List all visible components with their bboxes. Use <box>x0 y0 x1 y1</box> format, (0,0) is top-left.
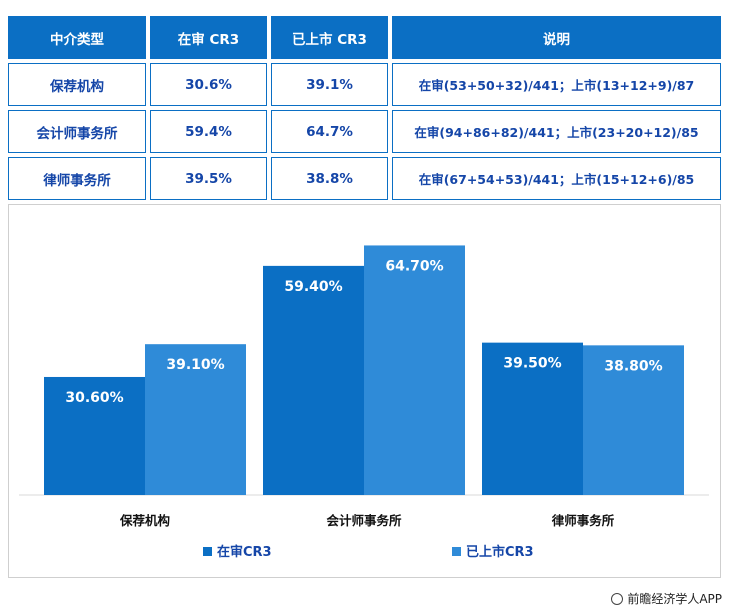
table-cell: 会计师事务所 <box>8 110 146 153</box>
table-cell: 38.8% <box>271 157 388 200</box>
bar-review-1 <box>263 265 364 495</box>
bar-chart: 30.60% 39.10% 保荐机构 59.40% 64.70% 会计师事务所 39.50%… <box>19 245 709 560</box>
table-cell: 59.4% <box>150 110 267 153</box>
bar-review-2 <box>482 342 583 495</box>
data-label: 38.80% <box>604 358 662 374</box>
legend-label: 在审CR3 <box>217 544 272 560</box>
data-label: 30.60% <box>65 390 123 406</box>
header-cell-review-cr3: 在审 CR3 <box>150 16 267 59</box>
table-cell: 保荐机构 <box>8 63 146 106</box>
bar-listed-0 <box>145 344 246 495</box>
chart-panel: 30.60% 39.10% 保荐机构 59.40% 64.70% 会计师事务所 39.50%… <box>8 204 721 578</box>
bar-listed-1 <box>364 245 465 495</box>
table-cell: 39.1% <box>271 63 388 106</box>
table-row: 保荐机构 30.6% 39.1% 在审(53+50+32)/441；上市(13+… <box>8 63 721 106</box>
header-cell-note: 说明 <box>392 16 721 59</box>
table-row: 会计师事务所 59.4% 64.7% 在审(94+86+82)/441；上市(2… <box>8 110 721 153</box>
category-label: 会计师事务所 <box>326 513 402 528</box>
data-label: 59.40% <box>284 279 342 295</box>
header-cell-type: 中介类型 <box>8 16 146 59</box>
data-label: 39.50% <box>503 356 561 372</box>
source-text: 前瞻经济学人APP <box>627 592 722 606</box>
qianzhan-logo-icon <box>611 592 624 605</box>
legend-swatch <box>452 547 461 556</box>
table-cell: 39.5% <box>150 157 267 200</box>
category-label: 律师事务所 <box>552 513 615 528</box>
footer-source: 前瞻经济学人APP <box>611 590 722 607</box>
data-table: 中介类型 在审 CR3 已上市 CR3 说明 保荐机构 30.6% 39.1% … <box>8 16 721 204</box>
bar-listed-2 <box>583 345 684 495</box>
table-cell: 30.6% <box>150 63 267 106</box>
table-row: 律师事务所 39.5% 38.8% 在审(67+54+53)/441；上市(15… <box>8 157 721 200</box>
table-header-row: 中介类型 在审 CR3 已上市 CR3 说明 <box>8 16 721 59</box>
legend-label: 已上市CR3 <box>466 544 534 560</box>
table-cell: 律师事务所 <box>8 157 146 200</box>
data-label: 39.10% <box>166 357 224 373</box>
bar-review-0 <box>44 376 145 495</box>
category-label: 保荐机构 <box>119 513 170 528</box>
table-cell: 在审(67+54+53)/441；上市(15+12+6)/85 <box>392 157 721 200</box>
table-cell: 在审(53+50+32)/441；上市(13+12+9)/87 <box>392 63 721 106</box>
table-cell: 64.7% <box>271 110 388 153</box>
table-cell: 在审(94+86+82)/441；上市(23+20+12)/85 <box>392 110 721 153</box>
data-label: 64.70% <box>385 258 443 274</box>
header-cell-listed-cr3: 已上市 CR3 <box>271 16 388 59</box>
legend-swatch <box>203 547 212 556</box>
